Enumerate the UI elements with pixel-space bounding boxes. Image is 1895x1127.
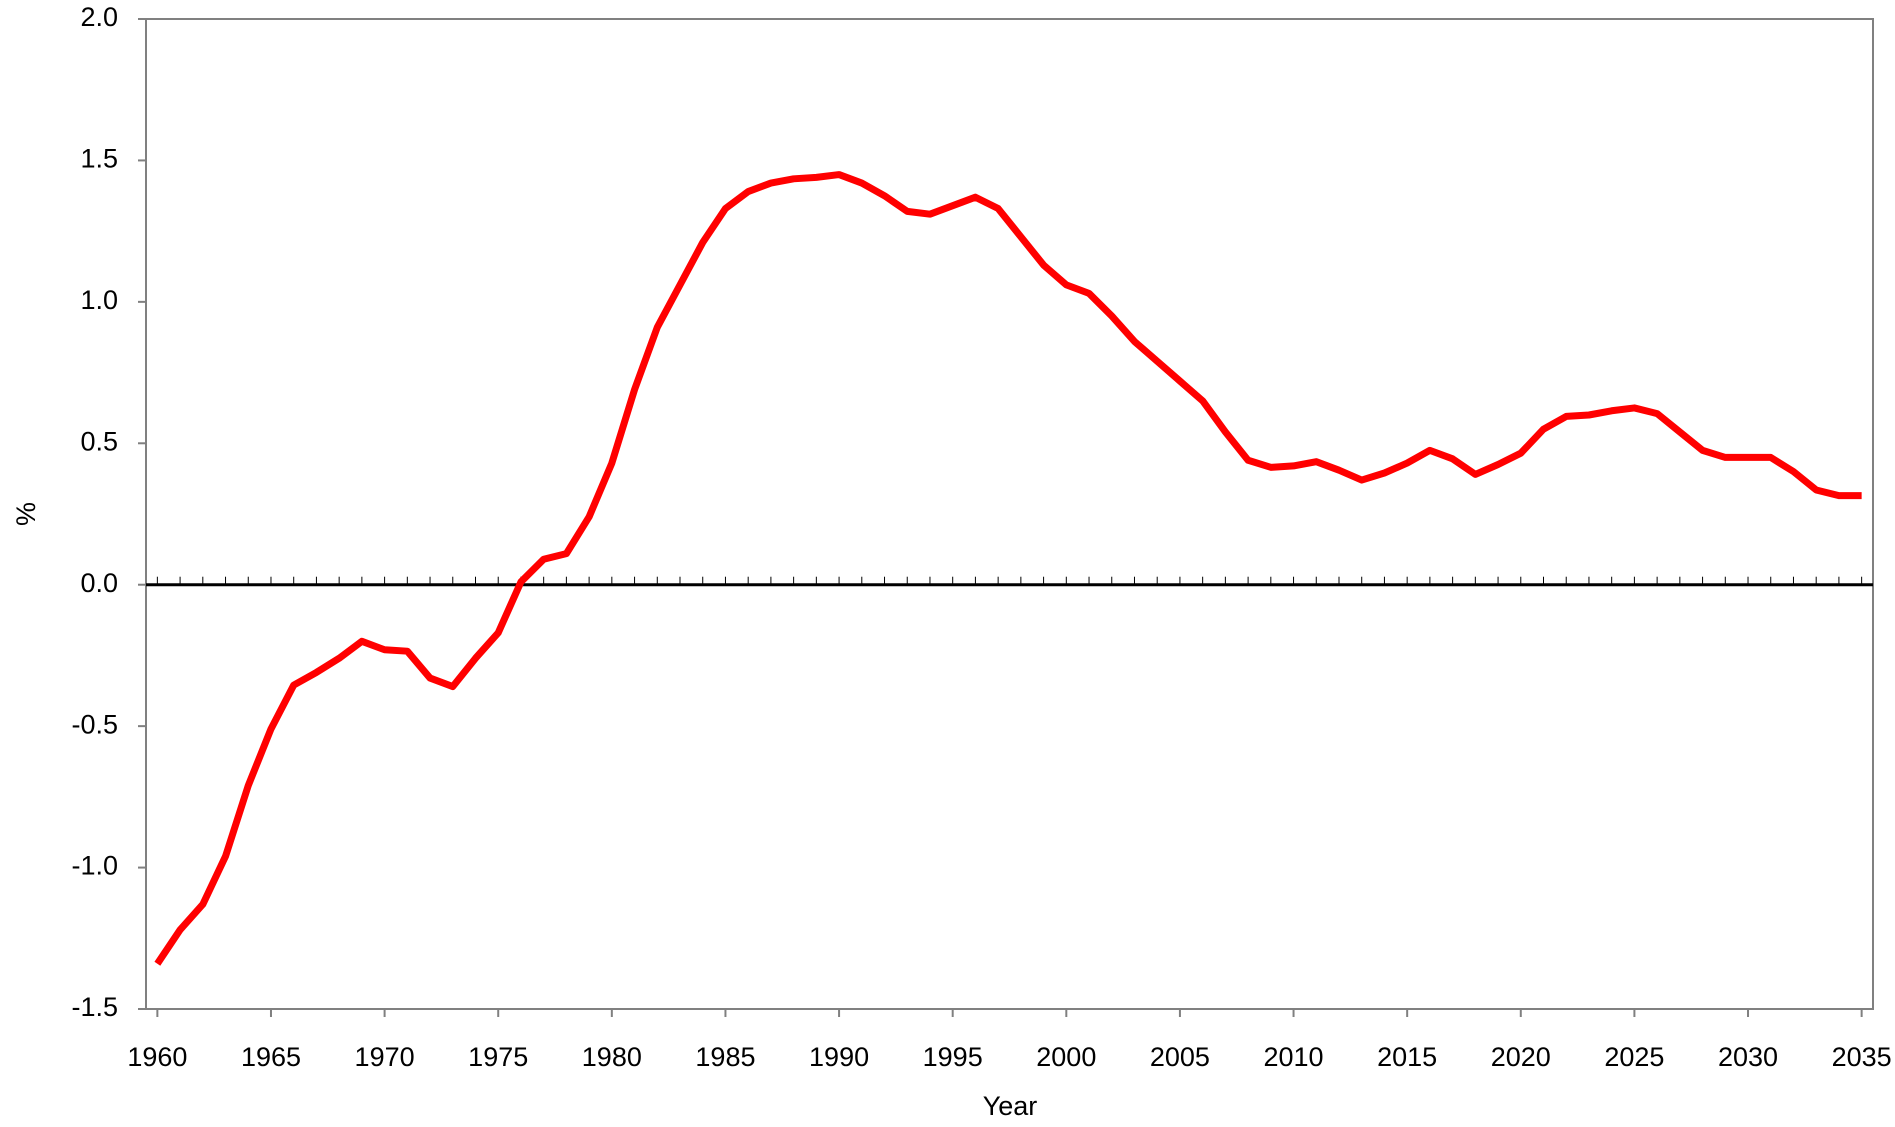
x-tick-label: 2020 [1491, 1042, 1551, 1072]
x-tick-label: 1975 [468, 1042, 528, 1072]
x-tick-label: 2035 [1832, 1042, 1892, 1072]
y-axis-title: % [11, 502, 41, 526]
x-tick-label: 1960 [127, 1042, 187, 1072]
x-axis-title: Year [983, 1091, 1038, 1121]
data-line [154, 171, 1862, 966]
x-tick-label: 1990 [809, 1042, 869, 1072]
y-tick-label: 0.5 [80, 426, 118, 456]
y-tick-label: -0.5 [71, 709, 118, 739]
plot-frame [145, 18, 1874, 1010]
y-tick-label: 1.5 [80, 144, 118, 174]
y-tick-label: 0.0 [80, 568, 118, 598]
x-tick-label: 2005 [1150, 1042, 1210, 1072]
y-tick-label: 2.0 [80, 2, 118, 32]
x-tick-label: 1970 [355, 1042, 415, 1072]
y-tick-label: -1.0 [71, 851, 118, 881]
x-tick-label: 1980 [582, 1042, 642, 1072]
x-tick-label: 2010 [1264, 1042, 1324, 1072]
x-tick-label: 1965 [241, 1042, 301, 1072]
x-tick-label: 1995 [923, 1042, 983, 1072]
y-tick-label: -1.5 [71, 992, 118, 1022]
x-tick-label: 1985 [695, 1042, 755, 1072]
x-tick-label: 2030 [1718, 1042, 1778, 1072]
x-tick-label: 2015 [1377, 1042, 1437, 1072]
x-tick-label: 2025 [1604, 1042, 1664, 1072]
x-tick-label: 2000 [1036, 1042, 1096, 1072]
y-tick-label: 1.0 [80, 285, 118, 315]
